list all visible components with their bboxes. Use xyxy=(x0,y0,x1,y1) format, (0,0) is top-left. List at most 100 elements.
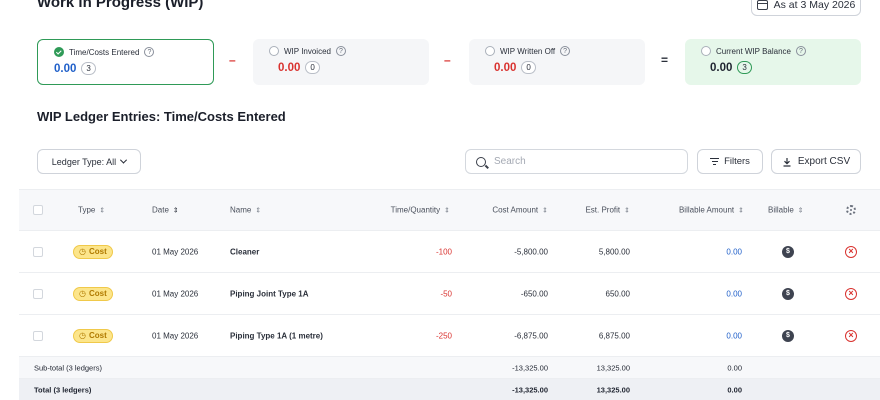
card-count-badge: 3 xyxy=(737,61,752,74)
check-circle-icon xyxy=(54,47,64,57)
type-badge: ◷ Cost xyxy=(73,286,113,301)
as-at-date-label: As at 3 May 2026 xyxy=(773,0,856,11)
equals-operator: = xyxy=(661,53,669,67)
est-profit-cell: 6,875.00 xyxy=(598,331,630,340)
close-circle-icon: × xyxy=(845,245,857,258)
date-cell: 01 May 2026 xyxy=(152,289,199,298)
card-wip-written-off[interactable]: WIP Written Off ? 0.00 0 xyxy=(469,39,645,85)
filters-button[interactable]: Filters xyxy=(697,149,763,174)
chevron-down-icon xyxy=(120,156,128,164)
card-count-badge: 0 xyxy=(521,61,536,74)
radio-icon xyxy=(269,46,279,56)
remove-row-button[interactable]: × xyxy=(845,329,857,342)
select-all-checkbox[interactable] xyxy=(33,205,43,215)
billable-amount-cell[interactable]: 0.00 xyxy=(726,331,742,340)
sort-icon: ⇕ xyxy=(444,207,450,214)
column-settings-button[interactable] xyxy=(846,205,856,215)
type-badge: ◷ Cost xyxy=(73,244,113,259)
search-icon xyxy=(476,156,486,167)
filters-label: Filters xyxy=(724,156,750,167)
card-time-costs-entered[interactable]: Time/Costs Entered ? 0.00 3 xyxy=(37,39,214,85)
card-label: Current WIP Balance xyxy=(716,46,791,56)
card-value: 0.00 xyxy=(494,61,517,74)
type-badge: ◷ Cost xyxy=(73,328,113,343)
column-header-billable[interactable]: Billable ⇕ xyxy=(768,205,804,215)
ledger-type-label: Ledger Type: All xyxy=(51,156,117,167)
name-cell: Piping Type 1A (1 metre) xyxy=(230,331,323,340)
cost-tag-icon: ◷ xyxy=(79,247,86,256)
billable-amount-cell[interactable]: 0.00 xyxy=(726,289,742,298)
billable-toggle[interactable]: $ xyxy=(782,245,794,258)
row-checkbox[interactable] xyxy=(33,246,43,257)
table-row[interactable]: ◷ Cost 01 May 2026 Cleaner -100 -5,800.00… xyxy=(19,231,880,273)
billable-toggle[interactable]: $ xyxy=(782,287,794,300)
table-header: Type ⇕ Date ⇕ Name ⇕ Time/Quantity ⇕ Cost Am… xyxy=(19,189,880,231)
column-header-est-profit[interactable]: Est. Profit ⇕ xyxy=(585,205,630,215)
sort-icon: ⇕ xyxy=(797,207,804,214)
as-at-date-button[interactable]: As at 3 May 2026 xyxy=(751,0,861,16)
card-current-wip-balance[interactable]: Current WIP Balance ? 0.00 3 xyxy=(685,39,861,85)
est-profit-cell: 650.00 xyxy=(605,289,630,298)
card-label: WIP Written Off xyxy=(500,46,556,56)
minus-operator: – xyxy=(444,53,451,67)
time-quantity-cell: -100 xyxy=(435,247,452,256)
column-header-cost-amount[interactable]: Cost Amount ⇕ xyxy=(492,205,548,215)
billable-amount-cell[interactable]: 0.00 xyxy=(726,247,742,256)
column-header-type[interactable]: Type ⇕ xyxy=(78,205,106,215)
help-icon[interactable]: ? xyxy=(796,46,806,56)
total-row: Total (3 ledgers) -13,325.00 13,325.00 0… xyxy=(19,379,880,400)
time-quantity-cell: -250 xyxy=(435,331,452,340)
close-circle-icon: × xyxy=(845,329,857,342)
column-header-time-quantity[interactable]: Time/Quantity ⇕ xyxy=(390,205,450,215)
card-value: 0.00 xyxy=(278,61,301,74)
minus-operator: – xyxy=(229,53,236,67)
row-checkbox[interactable] xyxy=(33,330,43,341)
help-icon[interactable]: ? xyxy=(144,47,155,57)
billable-toggle[interactable]: $ xyxy=(782,329,794,342)
card-value: 0.00 xyxy=(54,62,77,75)
card-wip-invoiced[interactable]: WIP Invoiced ? 0.00 0 xyxy=(253,39,429,85)
cost-tag-icon: ◷ xyxy=(79,331,86,340)
name-cell: Cleaner xyxy=(230,247,260,256)
search-input[interactable] xyxy=(494,156,674,167)
card-count-badge: 0 xyxy=(305,61,320,74)
sort-icon: ⇕ xyxy=(738,207,744,214)
search-box[interactable] xyxy=(465,149,688,174)
dollar-icon: $ xyxy=(782,245,794,258)
row-checkbox[interactable] xyxy=(33,288,43,299)
dollar-icon: $ xyxy=(782,287,794,300)
dollar-icon: $ xyxy=(782,329,794,342)
sort-icon: ⇕ xyxy=(624,207,630,214)
time-quantity-cell: -50 xyxy=(440,289,452,298)
name-cell: Piping Joint Type 1A xyxy=(230,289,309,298)
total-label: Total (3 ledgers) xyxy=(34,385,92,395)
radio-icon xyxy=(485,46,495,56)
remove-row-button[interactable]: × xyxy=(845,245,857,258)
wip-ledger-table: Type ⇕ Date ⇕ Name ⇕ Time/Quantity ⇕ Cost Am… xyxy=(19,189,880,400)
est-profit-cell: 5,800.00 xyxy=(598,247,630,256)
ledger-type-dropdown[interactable]: Ledger Type: All xyxy=(37,149,141,174)
help-icon[interactable]: ? xyxy=(335,46,346,56)
card-value: 0.00 xyxy=(710,61,733,74)
help-icon[interactable]: ? xyxy=(560,46,571,56)
export-csv-button[interactable]: Export CSV xyxy=(771,149,861,174)
date-cell: 01 May 2026 xyxy=(152,247,199,256)
card-label: WIP Invoiced xyxy=(284,46,331,56)
cost-tag-icon: ◷ xyxy=(79,289,86,298)
close-circle-icon: × xyxy=(845,287,857,300)
table-row[interactable]: ◷ Cost 01 May 2026 Piping Joint Type 1A -… xyxy=(19,273,880,315)
cost-amount-cell: -6,875.00 xyxy=(514,331,548,340)
table-row[interactable]: ◷ Cost 01 May 2026 Piping Type 1A (1 metr… xyxy=(19,315,880,357)
total-cost-amount: -13,325.00 xyxy=(512,385,548,395)
remove-row-button[interactable]: × xyxy=(845,287,857,300)
download-icon xyxy=(783,157,791,167)
total-est-profit: 13,325.00 xyxy=(596,385,630,395)
subtotal-row: Sub-total (3 ledgers) -13,325.00 13,325.… xyxy=(19,357,880,379)
filter-icon xyxy=(710,158,720,165)
subtotal-label: Sub-total (3 ledgers) xyxy=(34,363,102,372)
column-header-billable-amount[interactable]: Billable Amount ⇕ xyxy=(678,205,744,215)
sort-icon: ⇕ xyxy=(172,207,179,214)
date-cell: 01 May 2026 xyxy=(152,331,199,340)
column-header-date[interactable]: Date ⇕ xyxy=(152,205,179,215)
column-header-name[interactable]: Name ⇕ xyxy=(230,205,262,215)
